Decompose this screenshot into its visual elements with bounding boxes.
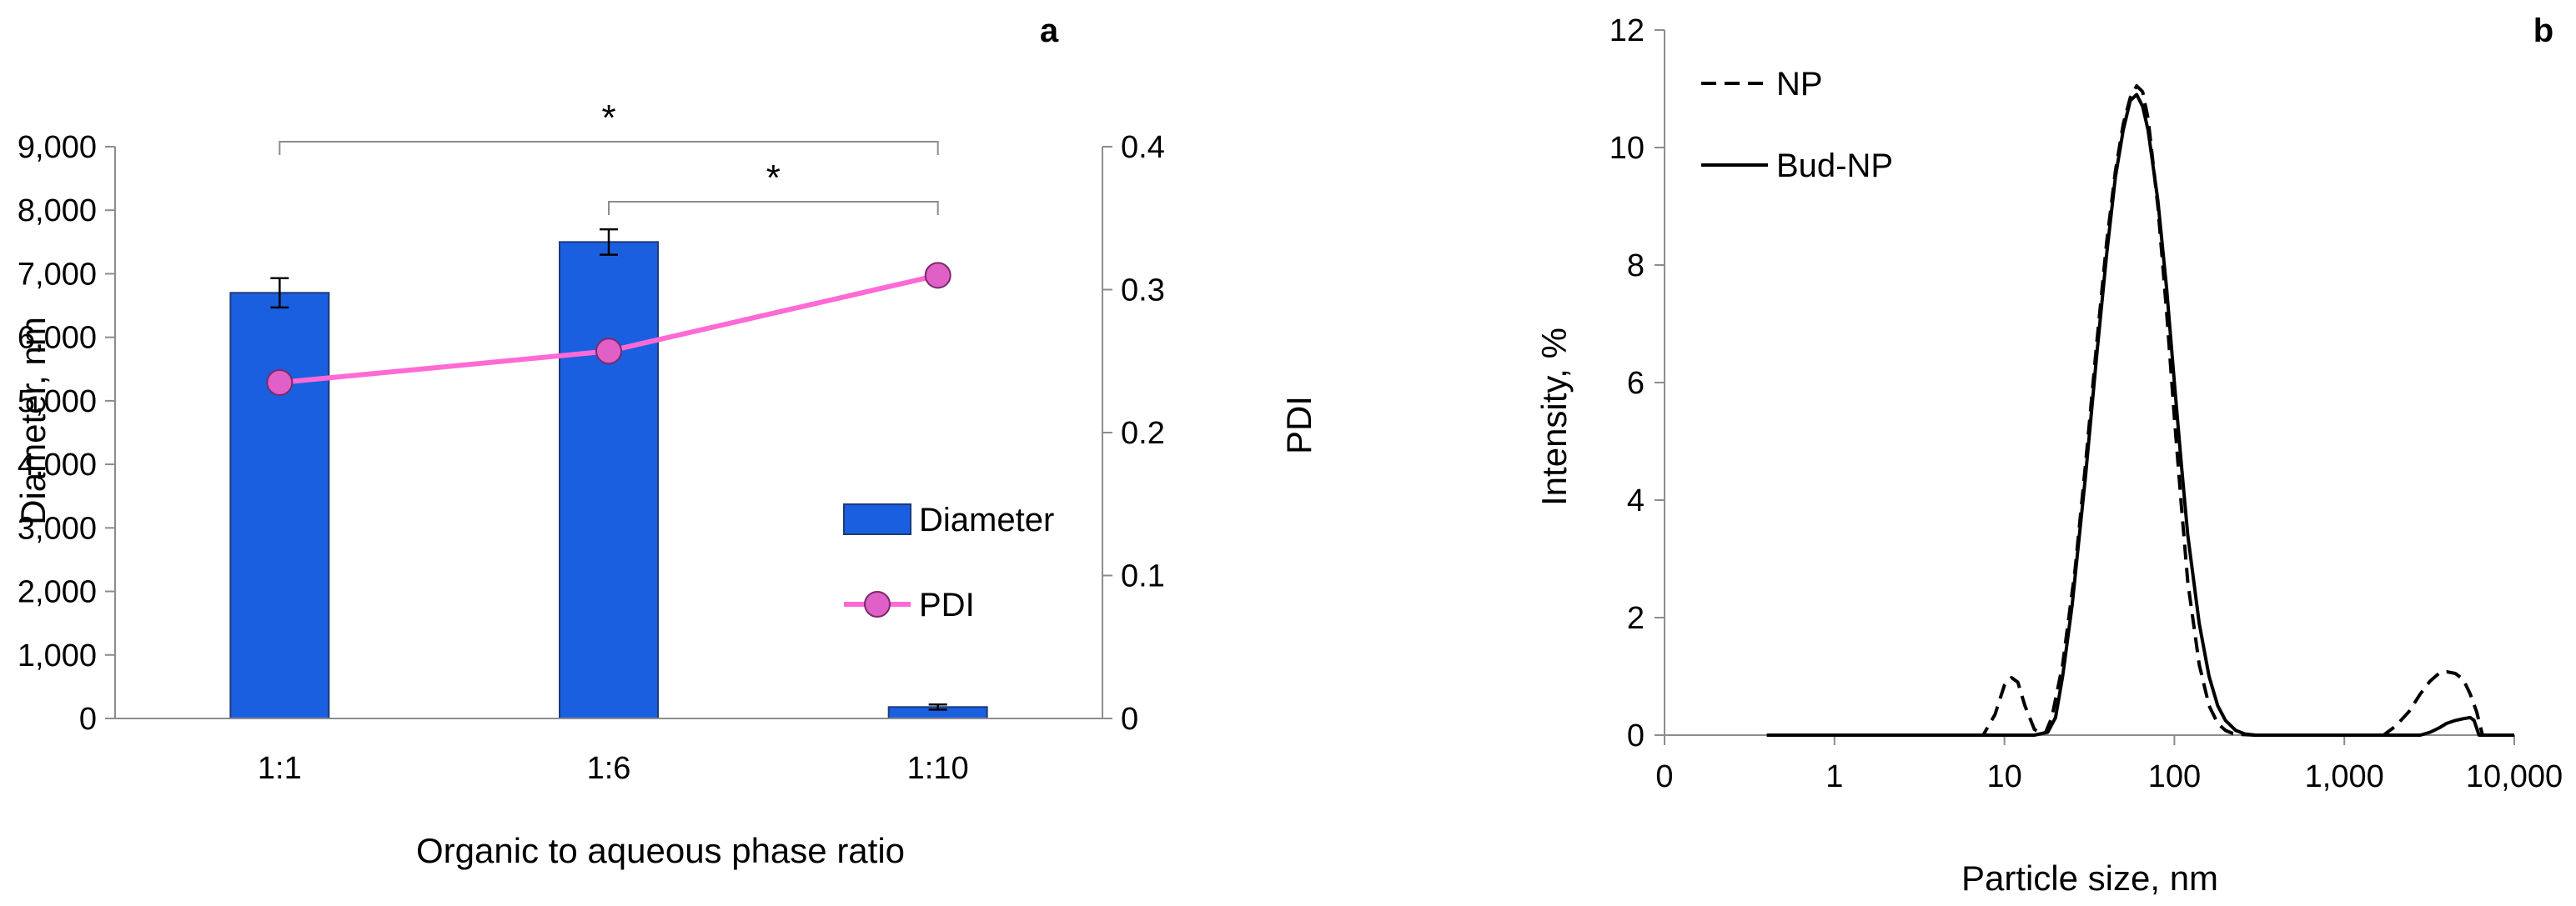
x-tick-label: 10,000 <box>2466 759 2563 794</box>
y2-tick-label: 0.1 <box>1121 559 1165 594</box>
panel-a: a 0 1,000 2,000 3,000 4,000 5,000 6,000 7,000 8,… <box>13 13 1318 870</box>
x-tick-label: 1:6 <box>587 751 631 786</box>
panel-b-x-axis: 0 1 10 100 1,000 10,000 <box>1655 734 2563 794</box>
pdi-series <box>266 262 952 396</box>
x-tick-label: 100 <box>2148 759 2201 794</box>
diameter-bar <box>229 292 330 719</box>
panel-a-x-axis: 1:1 1:6 1:10 <box>115 718 1102 786</box>
panel-b-label: b <box>2533 13 2553 49</box>
pdi-marker <box>924 262 952 289</box>
y-tick-label: 6 <box>1627 366 1645 401</box>
y-tick-label: 8 <box>1627 248 1645 283</box>
legend-pdi-label: PDI <box>919 587 975 623</box>
y-tick-label: 6,000 <box>18 321 97 356</box>
pdi-marker <box>595 338 622 365</box>
bud-np-curve <box>1766 93 2514 737</box>
significance-star: * <box>601 98 615 138</box>
y-tick-label: 1,000 <box>18 638 97 673</box>
y-tick-label: 12 <box>1609 13 1645 48</box>
x-tick-label: 0 <box>1655 759 1673 794</box>
intensity-curves <box>1766 84 2514 737</box>
panel-a-label: a <box>1040 13 1059 49</box>
legend-np-label: NP <box>1776 66 1823 103</box>
significance-star: * <box>766 158 781 198</box>
y-tick-label: 5,000 <box>18 384 97 419</box>
panel-a-y2-title: PDI <box>1279 396 1318 454</box>
y-tick-label: 4,000 <box>18 448 97 483</box>
y-tick-label: 0 <box>1627 718 1645 753</box>
panel-b: b 0 2 4 6 8 10 12 0 1 10 100 1,000 10,000 Particle … <box>1534 13 2563 898</box>
legend-diameter-label: Diameter <box>919 502 1054 538</box>
panel-b-x-title: Particle size, nm <box>1961 858 2218 898</box>
significance-bracket <box>608 201 939 215</box>
y2-tick-label: 0.4 <box>1121 130 1165 165</box>
y-tick-label: 9,000 <box>18 130 97 165</box>
panel-a-y2-axis: 0 0.1 0.2 0.3 0.4 <box>1102 130 1165 737</box>
pdi-marker <box>266 368 294 396</box>
x-tick-label: 1:10 <box>907 751 969 786</box>
legend-bud-np-label: Bud-NP <box>1776 148 1893 184</box>
diameter-error-bars <box>270 228 947 711</box>
y-tick-label: 7,000 <box>18 257 97 292</box>
panel-a-y-axis: 0 1,000 2,000 3,000 4,000 5,000 6,000 7,000 8,00… <box>18 130 116 737</box>
x-tick-label: 10 <box>1986 759 2021 794</box>
panel-b-y-title: Intensity, % <box>1534 328 1574 506</box>
panel-a-legend: Diameter PDI <box>843 502 1054 623</box>
panel-a-x-title: Organic to aqueous phase ratio <box>416 831 905 870</box>
legend-pdi-marker <box>864 591 891 618</box>
x-tick-label: 1,000 <box>2305 759 2384 794</box>
legend-diameter-swatch <box>843 503 911 535</box>
y-tick-label: 8,000 <box>18 193 97 228</box>
y2-tick-label: 0.2 <box>1121 416 1165 451</box>
y-tick-label: 2,000 <box>18 575 97 610</box>
np-curve <box>1766 84 2514 737</box>
y2-tick-label: 0 <box>1121 702 1138 737</box>
y-tick-label: 4 <box>1627 483 1645 518</box>
panel-a-y-title: Diameter, nm <box>13 317 53 525</box>
panel-b-y-axis: 0 2 4 6 8 10 12 <box>1609 13 1665 753</box>
x-tick-label: 1 <box>1825 759 1843 794</box>
significance-bracket <box>279 141 939 155</box>
panel-b-legend: NP Bud-NP <box>1701 66 1893 184</box>
significance-brackets: ** <box>279 98 939 215</box>
diameter-bars <box>229 241 988 720</box>
x-tick-label: 1:1 <box>258 751 302 786</box>
y-tick-label: 2 <box>1627 601 1645 636</box>
y-tick-label: 0 <box>79 702 97 737</box>
diameter-bar <box>559 241 659 720</box>
y-tick-label: 10 <box>1609 131 1645 166</box>
y-tick-label: 3,000 <box>18 511 97 546</box>
y2-tick-label: 0.3 <box>1121 273 1165 308</box>
